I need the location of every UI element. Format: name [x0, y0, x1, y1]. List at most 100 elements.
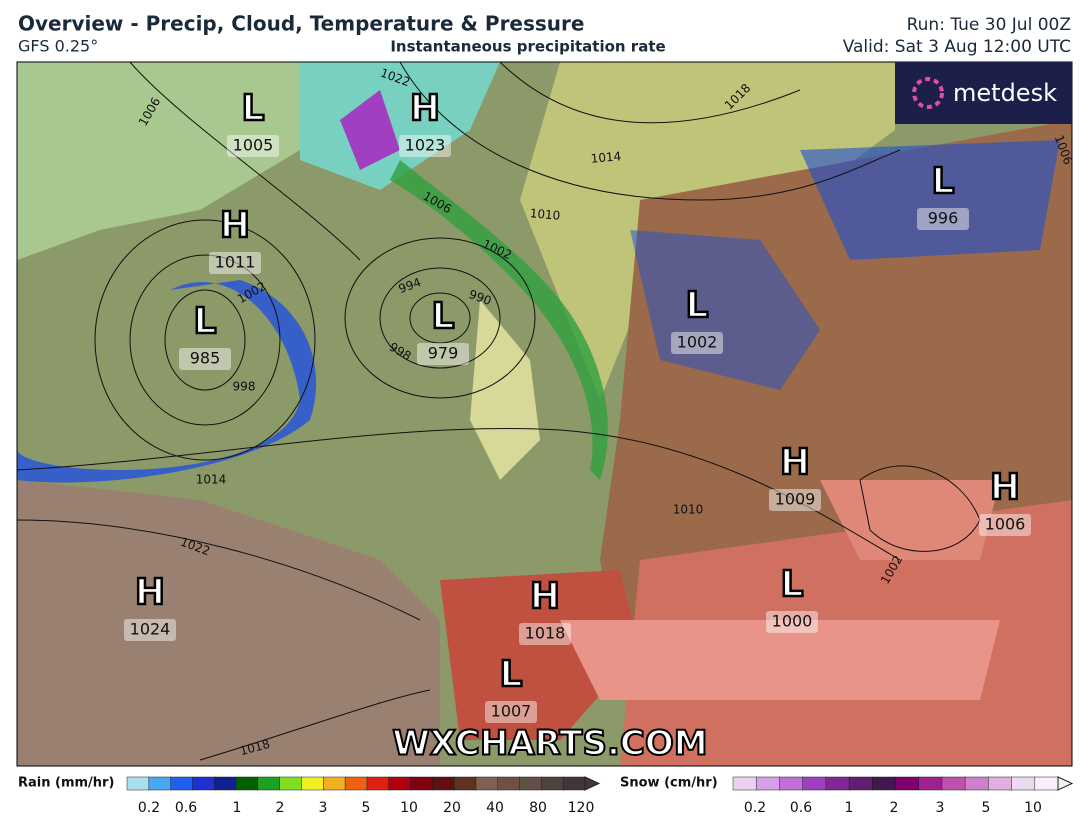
snow-swatch	[755, 776, 781, 791]
snow-swatch	[941, 776, 966, 791]
rain-tick-label: 5	[362, 800, 371, 816]
rain-swatch	[323, 776, 346, 791]
snow-legend-label: Snow (cm/hr)	[620, 776, 718, 791]
pressure-label-bg	[769, 489, 821, 511]
pressure-label-bg	[917, 208, 969, 230]
valid: Valid: Sat 3 Aug 12:00 UTC	[843, 37, 1071, 57]
rain-tick-label: 40	[486, 800, 504, 816]
pressure-center-value: 1009	[775, 490, 816, 509]
rain-tick-label: 3	[319, 800, 328, 816]
rain-tick-label: 10	[400, 800, 418, 816]
snow-swatch	[895, 776, 920, 791]
watermark: WXCHARTS.COM	[392, 724, 707, 764]
pressure-center-kind: H	[990, 467, 1020, 508]
rain-swatch	[388, 776, 412, 791]
pressure-center-kind: H	[780, 442, 810, 483]
snow-swatch	[825, 776, 850, 791]
snow-tick-label: 10	[1024, 800, 1042, 816]
rain-swatch	[235, 776, 259, 791]
snow-swatch	[779, 776, 804, 791]
rain-swatch	[475, 776, 499, 791]
snow-swatch	[988, 776, 1013, 791]
pressure-center-value: 979	[428, 344, 459, 363]
snow-swatch	[802, 776, 827, 791]
pressure-center-value: 1000	[772, 612, 813, 631]
pressure-center-value: 1002	[677, 333, 718, 352]
rain-swatch	[213, 776, 237, 791]
pressure-center-value: 1005	[233, 136, 274, 155]
rain-tick-label: 2	[276, 800, 285, 816]
isobar-label: 1014	[590, 149, 622, 166]
snow-tick-label: 0.6	[790, 800, 812, 816]
pressure-center-value: 985	[190, 349, 221, 368]
pressure-center-kind: L	[500, 654, 523, 695]
rain-swatch	[148, 776, 172, 791]
rain-tick-label: 1	[233, 800, 242, 816]
rain-tick-label: 20	[443, 800, 461, 816]
pressure-center-value: 1006	[985, 515, 1026, 534]
pressure-center-value: 1023	[405, 136, 446, 155]
pressure-label-bg	[417, 343, 469, 365]
rain-swatch	[301, 776, 325, 791]
snow-swatch	[964, 776, 990, 791]
snow-arrow	[1057, 776, 1074, 791]
rain-swatch	[170, 776, 194, 791]
title: Overview - Precip, Cloud, Temperature & …	[18, 12, 584, 36]
rain-swatch	[410, 776, 434, 791]
pressure-label-bg	[485, 701, 537, 723]
pressure-label-bg	[399, 135, 451, 157]
rain-arrow	[584, 776, 601, 791]
rain-swatch	[432, 776, 455, 791]
pressure-center-value: 1007	[491, 702, 532, 721]
rain-swatch	[192, 776, 215, 791]
pressure-center-kind: H	[530, 576, 560, 617]
pressure-center-kind: L	[781, 564, 804, 605]
isobar-label: 1010	[529, 206, 561, 223]
isobar-label: 1014	[196, 473, 227, 487]
snow-swatch	[1034, 776, 1059, 791]
pressure-center-kind: L	[686, 285, 709, 326]
snow-tick-label: 1	[845, 800, 854, 816]
rain-swatch	[541, 776, 564, 791]
isobar-label: 1010	[673, 503, 704, 517]
pressure-center-kind: L	[432, 296, 455, 337]
pressure-center-kind: L	[242, 88, 265, 129]
snow-tick-label: 3	[936, 800, 945, 816]
map: metdesk WXCHARTS.COM	[16, 61, 1073, 767]
snow-swatch	[732, 776, 757, 791]
pressure-label-bg	[519, 623, 571, 645]
rain-swatch	[366, 776, 390, 791]
pressure-label-bg	[671, 332, 723, 354]
rain-tick-label: 80	[529, 800, 547, 816]
subtitle: Instantaneous precipitation rate	[390, 38, 665, 56]
rain-swatch	[279, 776, 303, 791]
isobar-label: 998	[233, 380, 256, 394]
pressure-center-value: 996	[928, 209, 959, 228]
pressure-center-value: 1011	[215, 253, 256, 272]
snow-tick-label: 0.2	[744, 800, 766, 816]
pressure-center-kind: L	[932, 161, 955, 202]
logo: metdesk	[953, 79, 1057, 107]
rain-swatch	[519, 776, 543, 791]
snow-swatch	[848, 776, 874, 791]
run: Run: Tue 30 Jul 00Z	[907, 15, 1071, 35]
model: GFS 0.25°	[18, 37, 98, 56]
pressure-center-value: 1024	[130, 620, 171, 639]
pressure-center-kind: H	[410, 88, 440, 129]
rain-tick-label: 0.2	[138, 800, 160, 816]
snow-swatch	[872, 776, 897, 791]
snow-tick-label: 2	[890, 800, 899, 816]
rain-legend-label: Rain (mm/hr)	[18, 776, 114, 791]
pressure-label-bg	[766, 611, 818, 633]
rain-tick-label: 120	[568, 800, 595, 816]
rain-swatch	[126, 776, 150, 791]
pressure-label-bg	[124, 619, 176, 641]
pressure-label-bg	[209, 252, 261, 274]
snow-swatch	[918, 776, 943, 791]
snow-tick-label: 5	[982, 800, 991, 816]
pressure-label-bg	[227, 135, 279, 157]
pressure-center-kind: H	[135, 572, 165, 613]
rain-swatch	[453, 776, 477, 791]
pressure-label-bg	[979, 514, 1031, 536]
